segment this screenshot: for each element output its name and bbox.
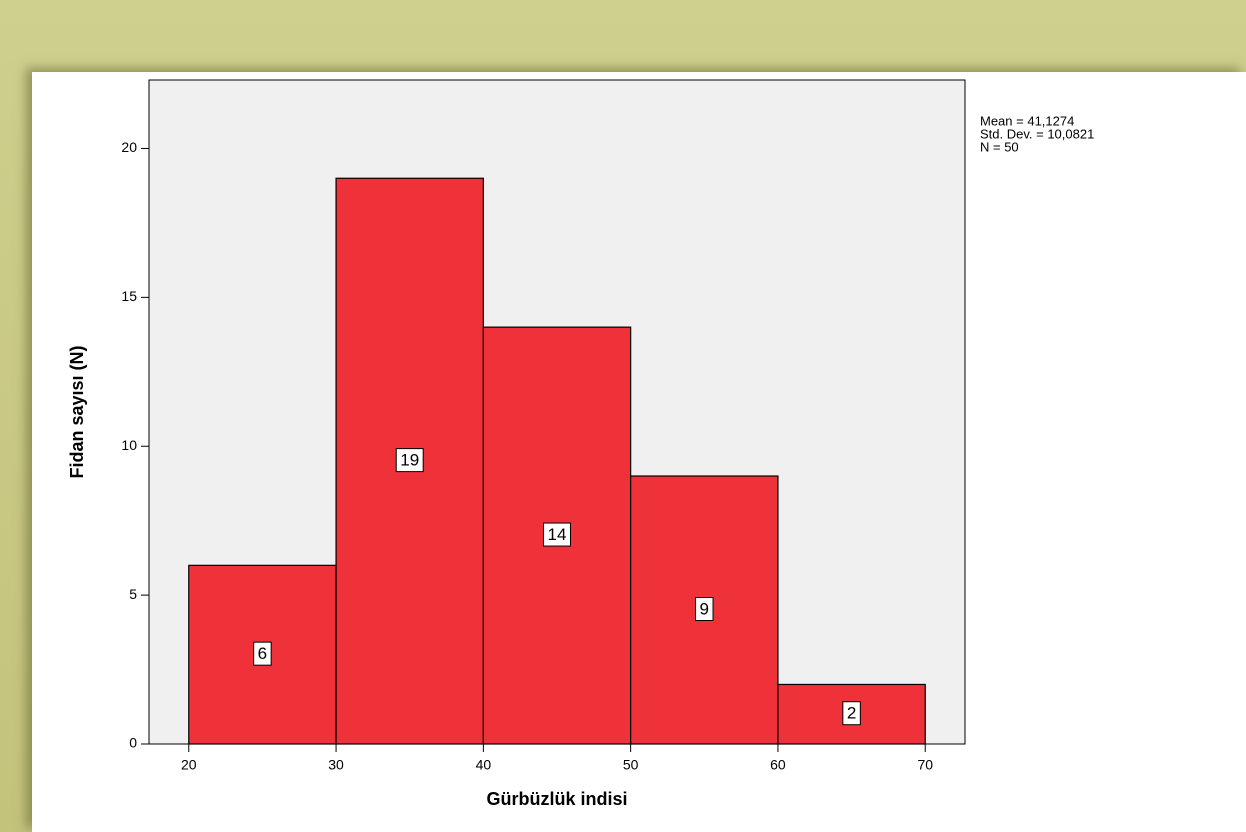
annotation: Std. Dev. = 10,0821 <box>980 126 1094 141</box>
x-tick-label: 50 <box>623 757 639 773</box>
annotation: N = 50 <box>980 139 1019 154</box>
y-axis-label: Fidan sayısı (N) <box>67 345 87 478</box>
data-label-box <box>395 448 424 473</box>
x-tick-label: 60 <box>770 757 786 773</box>
data-label: 2 <box>847 704 856 723</box>
y-tick-label: 0 <box>129 735 137 751</box>
y-tick-label: 20 <box>121 139 137 155</box>
x-tick-label: 20 <box>181 757 197 773</box>
data-label-box <box>695 596 714 621</box>
x-tick-label: 70 <box>917 757 933 773</box>
y-tick-label: 10 <box>121 437 137 453</box>
data-label: 14 <box>548 525 567 544</box>
data-label-box <box>543 522 571 547</box>
data-label-box <box>842 701 861 726</box>
annotation: Mean = 41,1274 <box>980 113 1074 128</box>
x-tick-label: 30 <box>328 757 344 773</box>
x-tick-label: 40 <box>476 757 492 773</box>
data-label: 6 <box>258 644 267 663</box>
y-tick-label: 15 <box>121 288 137 304</box>
x-axis-label: Gürbüzlük indisi <box>486 789 627 809</box>
y-tick-label: 5 <box>129 586 137 602</box>
data-label: 19 <box>400 451 419 470</box>
data-label-box <box>253 641 272 666</box>
data-label: 9 <box>700 599 709 618</box>
